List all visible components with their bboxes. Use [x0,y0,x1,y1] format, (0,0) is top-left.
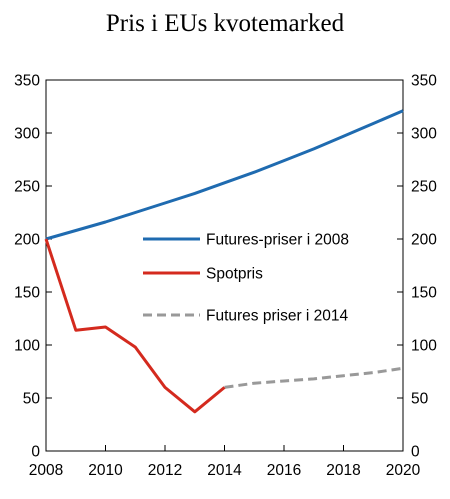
y-tick-label-left: 150 [14,285,40,302]
y-tick-label-left: 50 [23,391,41,408]
series-lines [44,109,404,414]
y-tick-label-left: 200 [14,232,40,249]
legend-label-0: Futures-priser i 2008 [206,232,349,249]
x-tick-label: 2020 [386,462,421,479]
y-tick-label-left: 300 [14,126,40,143]
x-tick-label: 2014 [207,462,242,479]
x-tick-label: 2010 [88,462,123,479]
x-tick-label: 2008 [29,462,63,479]
y-tick-label-right: 250 [411,179,437,196]
y-tick-label-left: 100 [14,338,40,355]
series-line-0 [45,109,404,241]
series-line-2 [224,366,404,389]
y-tick-label-right: 100 [411,338,437,355]
legend-label-1: Spotpris [206,266,263,283]
y-tick-label-right: 50 [411,391,429,408]
x-tick-label: 2012 [148,462,182,479]
chart-title: Pris i EUs kvotemarked [105,10,345,37]
y-tick-label-right: 0 [411,444,420,461]
y-tick-label-right: 350 [411,73,437,90]
y-tick-label-right: 150 [411,285,437,302]
y-tick-label-left: 250 [14,179,40,196]
y-tick-label-right: 300 [411,126,437,143]
y-tick-label-right: 200 [411,232,437,249]
series-line-1 [44,238,226,414]
y-tick-label-left: 350 [14,73,40,90]
legend-label-2: Futures priser i 2014 [206,308,349,325]
x-tick-label: 2016 [267,462,301,479]
y-tick-label-left: 0 [31,444,40,461]
legend: Futures-priser i 2008 Spotpris Futures pri… [143,232,349,325]
x-tick-label: 2018 [326,462,360,479]
axes: 0 0 50 50 100 100 150 150 200 200 250 250 300 300 350 3… [14,73,437,480]
